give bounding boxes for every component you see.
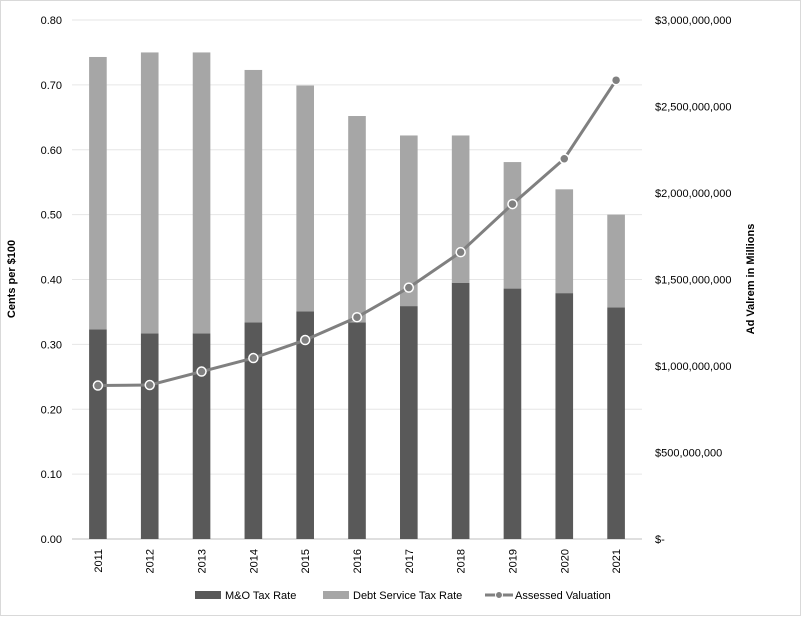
y2-tick-label: $1,000,000,000 [655, 361, 731, 373]
bar-debt-service-tax-rate [192, 52, 211, 334]
right-axis-title: Ad Valrem in Millions [745, 224, 757, 335]
x-tick-label: 2020 [559, 549, 571, 573]
valuation-point [610, 74, 622, 86]
x-tick-label: 2019 [507, 549, 519, 573]
y-tick-label: 0.50 [41, 210, 62, 222]
x-tick-label: 2016 [352, 549, 364, 573]
y2-tick-label: $- [655, 534, 665, 546]
legend: M&O Tax Rate Debt Service Tax Rate Assesse… [195, 590, 611, 602]
valuation-point [455, 246, 466, 258]
bar-mo-tax-rate [348, 322, 366, 539]
bar-debt-service-tax-rate [451, 135, 470, 283]
bar-mo-tax-rate [296, 311, 314, 539]
y-tick-label: 0.80 [41, 15, 62, 27]
y2-tick-label: $1,500,000,000 [655, 275, 731, 287]
bar-debt-service-tax-rate [140, 52, 159, 334]
bar-mo-tax-rate [400, 306, 418, 539]
y2-tick-label: $2,500,000,000 [655, 102, 731, 114]
valuation-line-group [92, 74, 622, 391]
legend-swatch-mo-tax-rate [195, 591, 221, 599]
y2-tick-label: $3,000,000,000 [655, 15, 731, 27]
valuation-point [299, 334, 311, 346]
valuation-point [92, 380, 104, 391]
valuation-point [559, 153, 570, 164]
bar-mo-tax-rate [451, 282, 470, 539]
x-tick-label: 2011 [93, 549, 105, 573]
x-tick-label: 2018 [456, 549, 468, 573]
x-tick-label: 2012 [145, 549, 157, 573]
y-tick-label: 0.00 [41, 534, 62, 546]
valuation-point [403, 282, 415, 293]
x-tick-label: 2015 [300, 549, 312, 573]
right-axis-ticks: $- $500,000,000 $1,000,000,000 $1,500,000,0… [655, 15, 731, 546]
bar-debt-service-tax-rate [89, 56, 107, 330]
legend-label-mo-tax-rate: M&O Tax Rate [225, 590, 296, 602]
legend-label-debt-service-tax-rate: Debt Service Tax Rate [353, 590, 462, 602]
y2-tick-label: $500,000,000 [655, 448, 722, 460]
y-tick-label: 0.60 [41, 145, 62, 157]
legend-label-assessed-valuation: Assessed Valuation [515, 590, 611, 602]
y-tick-label: 0.10 [41, 469, 62, 481]
bar-debt-service-tax-rate [503, 162, 522, 289]
valuation-point [248, 352, 259, 364]
y2-tick-label: $2,000,000,000 [655, 188, 731, 200]
legend-swatch-debt-service-tax-rate [323, 591, 349, 599]
y-tick-label: 0.30 [41, 339, 62, 351]
x-tick-label: 2013 [197, 549, 209, 573]
bar-debt-service-tax-rate [607, 214, 625, 308]
bar-mo-tax-rate [89, 329, 107, 539]
y-tick-label: 0.40 [41, 275, 62, 287]
valuation-point [144, 379, 155, 391]
bar-debt-service-tax-rate [348, 116, 366, 323]
bar-mo-tax-rate [192, 333, 211, 539]
y-tick-label: 0.20 [41, 404, 62, 416]
legend-marker-assessed-valuation [495, 591, 503, 599]
bar-mo-tax-rate [503, 288, 522, 539]
bar-mo-tax-rate [140, 333, 159, 539]
x-axis-ticks: 2011 2012 2013 2014 2015 2016 2017 2018 2019 2020… [93, 549, 623, 573]
x-tick-label: 2017 [404, 549, 416, 573]
bar-mo-tax-rate [607, 307, 625, 539]
bar-debt-service-tax-rate [400, 135, 418, 307]
left-axis-title: Cents per $100 [6, 240, 18, 318]
x-tick-label: 2021 [611, 549, 623, 573]
bar-debt-service-tax-rate [555, 189, 574, 294]
x-tick-label: 2014 [248, 549, 260, 573]
bar-mo-tax-rate [555, 293, 574, 539]
left-axis-ticks: 0.00 0.10 0.20 0.30 0.40 0.50 0.60 0.70 0.80 [41, 15, 62, 546]
bars-group [89, 52, 625, 539]
valuation-point [351, 311, 363, 323]
valuation-point [507, 198, 518, 210]
bar-debt-service-tax-rate [244, 69, 263, 323]
bar-mo-tax-rate [244, 322, 263, 539]
valuation-point [196, 366, 207, 377]
y-tick-label: 0.70 [41, 80, 62, 92]
bar-debt-service-tax-rate [296, 85, 314, 312]
